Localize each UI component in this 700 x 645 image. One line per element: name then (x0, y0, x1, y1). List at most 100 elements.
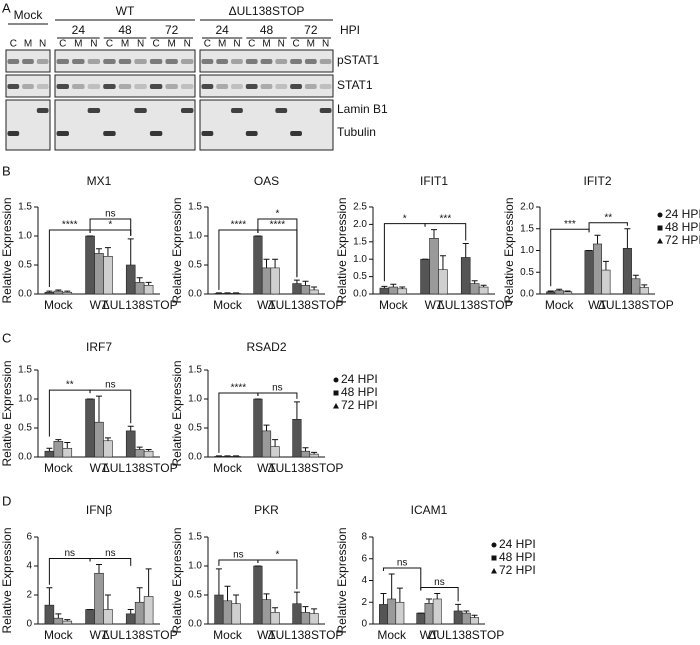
lane-label: N (278, 39, 285, 50)
error-bar (145, 568, 152, 597)
bar (424, 603, 434, 625)
chart-title: IFIT2 (583, 174, 611, 188)
bar (460, 257, 471, 295)
bar (143, 450, 154, 458)
x-tick-label: WT (588, 298, 607, 312)
blot-band (260, 84, 273, 89)
time-axis-label: HPI (340, 23, 360, 37)
chart-title: IFIT1 (420, 174, 448, 188)
bar (388, 286, 399, 295)
blot-band (87, 59, 101, 64)
bar (461, 612, 471, 625)
blot-box (54, 74, 196, 98)
legend-marker (333, 377, 339, 383)
bar (134, 449, 145, 458)
error-bar (96, 248, 102, 254)
blot-band (149, 84, 163, 89)
blot-band (36, 59, 49, 64)
y-tick-label: 0.0 (18, 289, 32, 300)
bar (44, 291, 55, 295)
x-tick-label: ΔUL138STOP (268, 461, 344, 475)
y-axis-label: Relative Expression (170, 360, 184, 466)
error-bar (399, 286, 406, 289)
blot-band (118, 59, 132, 64)
lane-label: N (184, 39, 191, 50)
bar (134, 282, 145, 295)
error-bar (564, 290, 571, 292)
error-bar (602, 260, 609, 271)
x-tick-label: WT (90, 628, 109, 642)
error-bar (439, 255, 446, 270)
significance-bracket (257, 392, 298, 399)
blot-band (275, 59, 288, 64)
legend-marker (657, 212, 663, 218)
y-tick-label: 0.0 (18, 452, 32, 463)
error-bar (302, 447, 309, 452)
bar (94, 253, 104, 295)
bar (309, 289, 319, 295)
significance-label: ns (105, 209, 116, 220)
blot-band (201, 84, 214, 89)
error-bar (431, 229, 437, 239)
bar (231, 293, 241, 295)
error-bar (233, 292, 240, 294)
error-bar (302, 606, 309, 613)
lane-label: C (248, 39, 255, 50)
lane-label: C (292, 39, 299, 50)
bar (379, 604, 388, 625)
error-bar (233, 455, 240, 457)
significance-bracket (89, 229, 132, 236)
lane-label: C (59, 39, 66, 50)
significance-label: ns (105, 548, 116, 559)
bar (44, 450, 55, 458)
bar (584, 250, 594, 295)
x-tick-label: Mock (213, 298, 243, 312)
error-bar (215, 292, 222, 294)
blot-band (7, 84, 20, 89)
error-bar (396, 587, 403, 603)
x-tick-label: Mock (44, 298, 74, 312)
error-bar (104, 594, 111, 610)
blot-band (260, 59, 273, 64)
bar (270, 446, 280, 458)
error-bar (388, 573, 395, 599)
bar (261, 599, 272, 625)
error-bar (46, 587, 53, 606)
y-axis-label: Relative Expression (335, 527, 349, 633)
error-bar (594, 234, 601, 244)
significance-label: ns (64, 548, 75, 559)
y-tick-label: 2.0 (520, 202, 534, 213)
error-bar (641, 284, 648, 288)
legend-marker (657, 225, 663, 231)
error-bar (434, 593, 441, 599)
blot-band (290, 59, 302, 64)
significance-bracket (420, 587, 459, 602)
y-tick-label: 0.5 (188, 590, 202, 601)
y-tick-label: 0 (361, 619, 367, 630)
bar (253, 398, 263, 458)
blot-band (149, 131, 163, 136)
blot-band (245, 131, 258, 136)
error-bar (145, 448, 152, 452)
blot-row-label: Lamin B1 (337, 102, 388, 116)
chart-title: ICAM1 (411, 503, 448, 517)
bar (253, 565, 263, 625)
y-tick-label: 1.0 (188, 394, 202, 405)
bar (292, 283, 302, 295)
blot-band (319, 59, 332, 64)
x-tick-label: Mock (213, 461, 243, 475)
y-axis-label: Relative Expression (170, 197, 184, 303)
significance-bracket (257, 218, 298, 278)
bar (397, 288, 408, 295)
significance-label: *** (564, 219, 576, 230)
error-bar (272, 607, 279, 613)
blot-band (103, 59, 116, 64)
blot-box (5, 99, 51, 151)
blot-band (216, 84, 229, 89)
blot-band (87, 108, 101, 113)
group-label: WT (116, 4, 135, 18)
x-tick-label: WT (257, 461, 276, 475)
significance-label: **** (62, 220, 78, 231)
x-tick-label: ΔUL138STOP (102, 298, 178, 312)
y-tick-label: 4 (361, 575, 367, 586)
